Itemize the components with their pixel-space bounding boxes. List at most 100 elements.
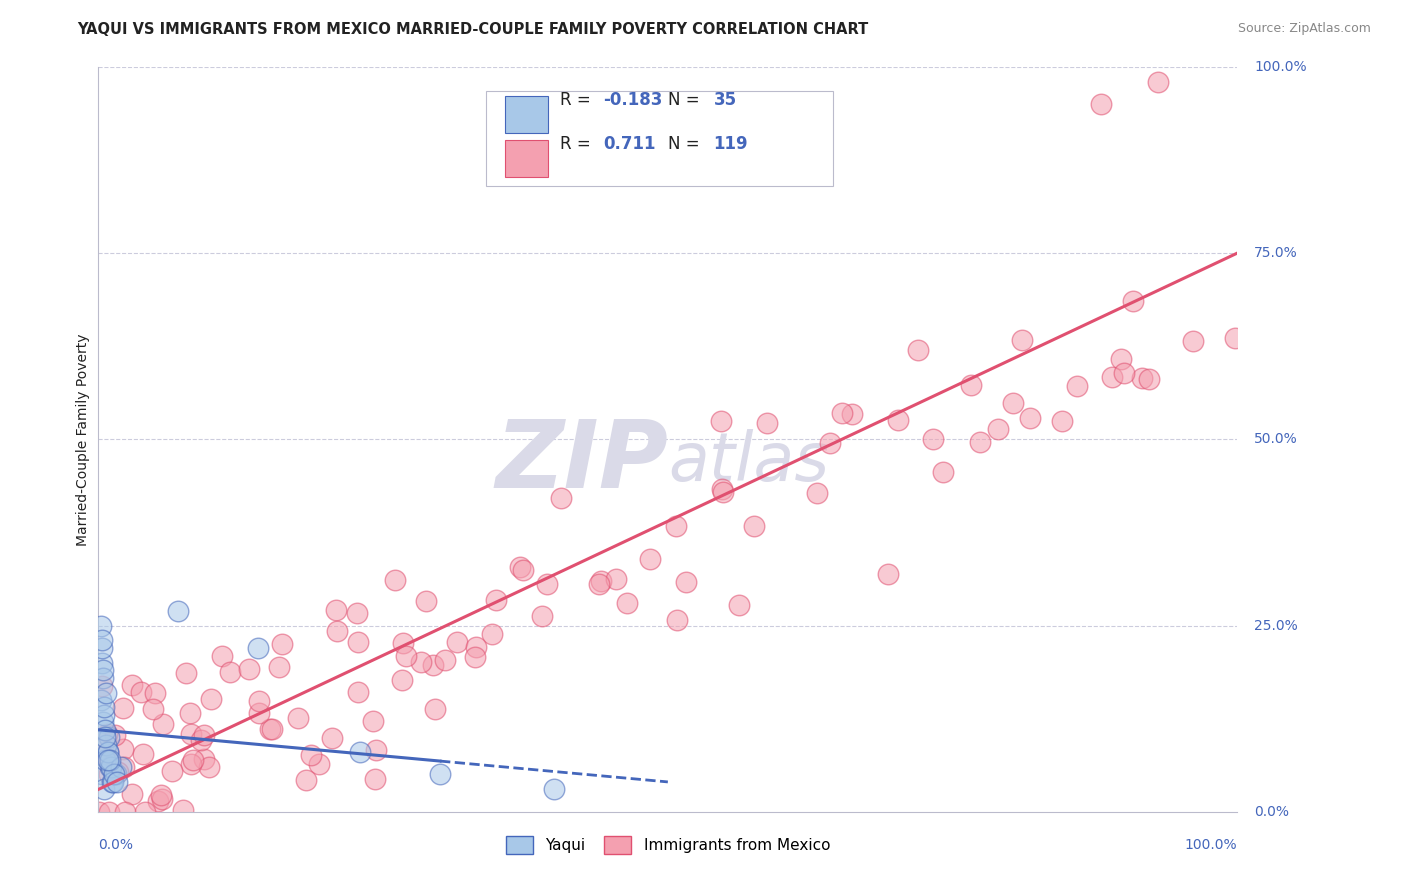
Point [262,722,284,736]
Point [98,753,121,767]
Point [464,649,486,664]
Point [93,707,115,722]
Point [1090,97,1112,112]
Bar [505,140,548,178]
Point [180,726,202,740]
Point [114,805,136,819]
Point [98,805,121,819]
Point [103,775,125,789]
Point [409,656,432,670]
Point [90,640,112,655]
Text: R =: R = [560,92,596,110]
Point [143,686,166,700]
Point [395,648,418,663]
Point [932,465,955,479]
Point [536,577,558,591]
Point [728,598,751,612]
Point [392,636,415,650]
Point [267,659,290,673]
Point [96,738,118,752]
Point [1121,294,1143,309]
Point [91,663,114,677]
Point [91,671,114,685]
Point [987,422,1010,436]
Point [361,714,384,728]
Point [325,602,347,616]
Point [364,743,387,757]
Point [710,415,733,429]
Text: ZIP: ZIP [495,416,668,508]
Point [1101,369,1123,384]
Point [174,665,197,680]
Point [259,722,281,736]
Point [100,760,122,774]
Point [152,717,174,731]
Point [550,491,572,505]
Point [806,485,828,500]
Point [287,711,309,725]
Text: 0.711: 0.711 [603,136,655,153]
Point [831,406,853,420]
Text: 50.0%: 50.0% [1254,433,1298,446]
Point [198,760,221,774]
Point [247,694,270,708]
Point [321,731,343,746]
Point [200,692,222,706]
Point [481,627,503,641]
Point [160,764,183,778]
Point [103,767,125,781]
Point [270,638,292,652]
Text: Source: ZipAtlas.com: Source: ZipAtlas.com [1237,22,1371,36]
Point [91,679,114,693]
Point [90,633,112,648]
Point [665,519,688,533]
Text: -0.183: -0.183 [603,92,662,110]
Point [1137,371,1160,385]
Point [299,748,322,763]
Point [675,574,697,589]
Text: 35: 35 [713,92,737,110]
Point [142,702,165,716]
Point [742,519,765,533]
Point [1112,366,1135,380]
Point [1066,379,1088,393]
Point [589,574,612,589]
Text: 0.0%: 0.0% [1254,805,1289,819]
Point [132,747,155,761]
Point [616,596,638,610]
Point [429,767,451,781]
Text: N =: N = [668,136,704,153]
Point [112,760,135,774]
Point [131,685,153,699]
Point [820,436,842,450]
Point [110,760,132,774]
Point [96,685,118,699]
Point [711,482,734,496]
Point [98,755,121,769]
Point [94,753,117,767]
Point [219,665,242,680]
Point [90,656,112,670]
FancyBboxPatch shape [485,91,832,186]
Point [179,706,201,720]
Point [434,653,457,667]
Point [246,640,269,655]
Point [347,635,370,649]
Point [887,413,910,427]
Point [93,700,115,714]
Point [181,753,204,767]
Point [347,685,370,699]
Point [97,730,120,744]
Point [921,432,943,446]
Point [89,805,111,819]
Point [150,788,173,802]
Point [111,741,134,756]
Point [247,706,270,720]
Point [294,772,316,787]
Point [756,416,779,430]
Point [193,752,215,766]
Point [512,563,534,577]
Point [96,727,118,741]
Point [167,604,190,618]
Point [346,606,368,620]
